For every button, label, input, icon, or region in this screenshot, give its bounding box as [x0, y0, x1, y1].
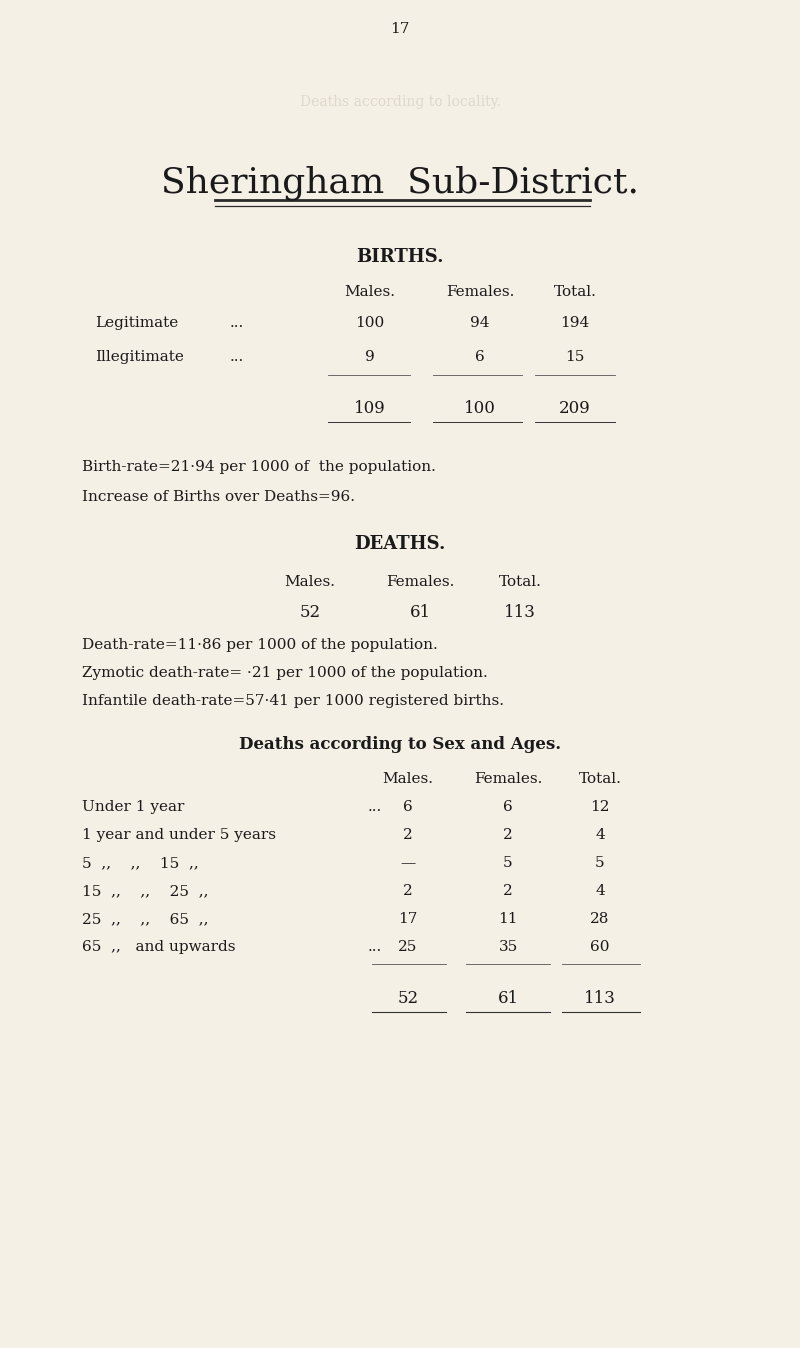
Text: 25  ,,    ,,    65  ,,: 25 ,, ,, 65 ,, [82, 913, 209, 926]
Text: Total.: Total. [498, 576, 542, 589]
Text: ...: ... [368, 940, 382, 954]
Text: 2: 2 [403, 828, 413, 842]
Text: Birth-rate=21·94 per 1000 of  the population.: Birth-rate=21·94 per 1000 of the populat… [82, 460, 436, 474]
Text: 5: 5 [503, 856, 513, 869]
Text: 61: 61 [410, 604, 430, 621]
Text: 17: 17 [390, 22, 410, 36]
Text: 100: 100 [355, 315, 385, 330]
Text: 109: 109 [354, 400, 386, 417]
Text: 61: 61 [498, 989, 518, 1007]
Text: 25: 25 [398, 940, 418, 954]
Text: Total.: Total. [578, 772, 622, 786]
Text: Males.: Males. [382, 772, 434, 786]
Text: 1 year and under 5 years: 1 year and under 5 years [82, 828, 276, 842]
Text: Illegitimate: Illegitimate [95, 350, 184, 364]
Text: —: — [400, 856, 416, 869]
Text: 9: 9 [365, 350, 375, 364]
Text: Deaths according to Sex and Ages.: Deaths according to Sex and Ages. [239, 736, 561, 754]
Text: 35: 35 [498, 940, 518, 954]
Text: 15: 15 [566, 350, 585, 364]
Text: 5  ,,    ,,    15  ,,: 5 ,, ,, 15 ,, [82, 856, 198, 869]
Text: Sheringham  Sub-District.: Sheringham Sub-District. [161, 164, 639, 200]
Text: 100: 100 [464, 400, 496, 417]
Text: 6: 6 [475, 350, 485, 364]
Text: 2: 2 [503, 828, 513, 842]
Text: 11: 11 [498, 913, 518, 926]
Text: 6: 6 [503, 799, 513, 814]
Text: 6: 6 [403, 799, 413, 814]
Text: Under 1 year: Under 1 year [82, 799, 184, 814]
Text: Death-rate=11·86 per 1000 of the population.: Death-rate=11·86 per 1000 of the populat… [82, 638, 438, 652]
Text: Infantile death-rate=57·41 per 1000 registered births.: Infantile death-rate=57·41 per 1000 regi… [82, 694, 504, 708]
Text: 4: 4 [595, 828, 605, 842]
Text: 17: 17 [398, 913, 418, 926]
Text: 194: 194 [560, 315, 590, 330]
Text: 52: 52 [299, 604, 321, 621]
Text: 52: 52 [398, 989, 418, 1007]
Text: 94: 94 [470, 315, 490, 330]
Text: 5: 5 [595, 856, 605, 869]
Text: Males.: Males. [345, 284, 395, 299]
Text: Females.: Females. [446, 284, 514, 299]
Text: BIRTHS.: BIRTHS. [356, 248, 444, 266]
Text: 2: 2 [503, 884, 513, 898]
Text: Zymotic death-rate= ·21 per 1000 of the population.: Zymotic death-rate= ·21 per 1000 of the … [82, 666, 488, 679]
Text: ...: ... [368, 799, 382, 814]
Text: 209: 209 [559, 400, 591, 417]
Text: ...: ... [230, 315, 244, 330]
Text: ...: ... [230, 350, 244, 364]
Text: 28: 28 [590, 913, 610, 926]
Text: Deaths according to locality.: Deaths according to locality. [299, 94, 501, 109]
Text: Males.: Males. [285, 576, 335, 589]
Text: 12: 12 [590, 799, 610, 814]
Text: 4: 4 [595, 884, 605, 898]
Text: 15  ,,    ,,    25  ,,: 15 ,, ,, 25 ,, [82, 884, 209, 898]
Text: 60: 60 [590, 940, 610, 954]
Text: Increase of Births over Deaths=96.: Increase of Births over Deaths=96. [82, 491, 355, 504]
Text: 113: 113 [504, 604, 536, 621]
Text: Females.: Females. [386, 576, 454, 589]
Text: 113: 113 [584, 989, 616, 1007]
Text: DEATHS.: DEATHS. [354, 535, 446, 553]
Text: 2: 2 [403, 884, 413, 898]
Text: 65  ,,   and upwards: 65 ,, and upwards [82, 940, 235, 954]
Text: Total.: Total. [554, 284, 597, 299]
Text: Legitimate: Legitimate [95, 315, 178, 330]
Text: Females.: Females. [474, 772, 542, 786]
